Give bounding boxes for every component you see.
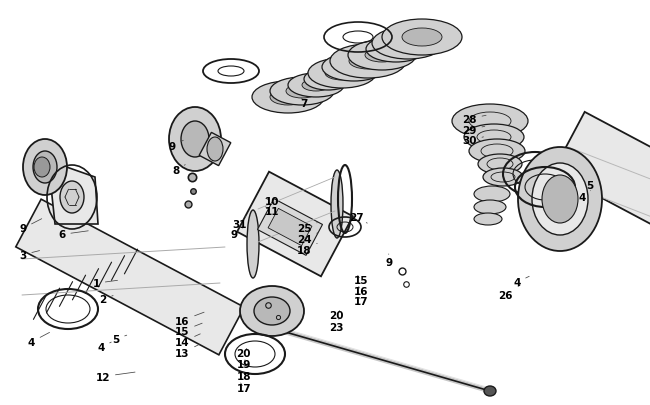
Text: 29: 29 <box>462 126 485 135</box>
Ellipse shape <box>302 80 330 92</box>
Text: 8: 8 <box>172 165 185 176</box>
Ellipse shape <box>254 297 290 325</box>
Text: 31: 31 <box>232 217 246 230</box>
Ellipse shape <box>483 168 523 187</box>
Ellipse shape <box>322 54 386 82</box>
Text: 4: 4 <box>513 277 529 288</box>
Text: 1: 1 <box>92 279 118 288</box>
Ellipse shape <box>330 45 406 79</box>
Ellipse shape <box>247 211 259 278</box>
Ellipse shape <box>474 200 506 215</box>
Ellipse shape <box>474 213 502 226</box>
Ellipse shape <box>331 171 343 239</box>
Text: 10: 10 <box>265 197 279 207</box>
Text: 4: 4 <box>578 191 591 202</box>
Text: 14: 14 <box>175 334 200 347</box>
Text: 18: 18 <box>297 244 317 255</box>
Text: 20: 20 <box>237 348 251 358</box>
Ellipse shape <box>270 90 306 106</box>
Text: 15: 15 <box>175 324 202 336</box>
Text: 19: 19 <box>237 360 251 369</box>
Text: 17: 17 <box>354 297 368 307</box>
Ellipse shape <box>288 74 344 98</box>
Ellipse shape <box>60 181 84 213</box>
Ellipse shape <box>181 122 209 158</box>
Text: 6: 6 <box>58 230 88 240</box>
Ellipse shape <box>348 41 416 71</box>
Bar <box>237 172 353 277</box>
Text: 9: 9 <box>231 228 244 240</box>
Text: 13: 13 <box>175 345 199 358</box>
Ellipse shape <box>452 105 528 139</box>
Bar <box>552 113 650 322</box>
Bar <box>268 209 312 246</box>
Ellipse shape <box>304 69 352 91</box>
Ellipse shape <box>478 155 522 175</box>
Ellipse shape <box>382 20 462 56</box>
Text: 9: 9 <box>385 254 392 267</box>
Ellipse shape <box>34 158 50 177</box>
Ellipse shape <box>365 49 399 63</box>
Ellipse shape <box>390 36 426 52</box>
Text: 7: 7 <box>300 98 308 108</box>
Text: 16: 16 <box>175 312 204 326</box>
Text: 5: 5 <box>112 335 127 344</box>
Text: 11: 11 <box>265 207 279 216</box>
Bar <box>257 199 322 256</box>
Ellipse shape <box>474 187 510 202</box>
Text: 25: 25 <box>297 223 317 234</box>
Polygon shape <box>50 164 98 224</box>
Text: 15: 15 <box>354 275 368 285</box>
Text: 12: 12 <box>96 372 135 382</box>
Ellipse shape <box>325 67 359 81</box>
Text: 17: 17 <box>237 383 251 393</box>
Text: 9: 9 <box>20 219 42 234</box>
Ellipse shape <box>542 175 578 224</box>
Ellipse shape <box>286 85 318 99</box>
Text: 2: 2 <box>99 295 113 305</box>
Text: 23: 23 <box>330 318 344 332</box>
Ellipse shape <box>464 125 524 151</box>
Ellipse shape <box>169 108 221 172</box>
Ellipse shape <box>366 37 426 63</box>
Ellipse shape <box>518 148 602 252</box>
Ellipse shape <box>240 286 304 336</box>
Ellipse shape <box>33 151 57 183</box>
Bar <box>199 133 231 166</box>
Ellipse shape <box>316 75 340 85</box>
Text: 5: 5 <box>586 180 599 190</box>
Ellipse shape <box>402 29 442 47</box>
Text: 3: 3 <box>19 250 40 260</box>
Ellipse shape <box>23 140 67 196</box>
Text: 27: 27 <box>349 213 367 224</box>
Ellipse shape <box>270 78 334 106</box>
Text: 4: 4 <box>97 342 111 352</box>
Ellipse shape <box>372 28 444 60</box>
Ellipse shape <box>532 164 588 235</box>
Ellipse shape <box>252 82 324 114</box>
Ellipse shape <box>484 386 496 396</box>
Ellipse shape <box>381 44 411 56</box>
Text: 24: 24 <box>297 233 318 245</box>
Ellipse shape <box>308 59 376 89</box>
Ellipse shape <box>338 61 370 75</box>
Text: 9: 9 <box>169 141 183 151</box>
Ellipse shape <box>349 54 387 70</box>
Text: 4: 4 <box>27 333 49 347</box>
Text: 18: 18 <box>237 371 251 381</box>
Text: 28: 28 <box>462 115 486 124</box>
Text: 16: 16 <box>354 286 368 296</box>
Ellipse shape <box>469 140 525 164</box>
Text: 26: 26 <box>499 286 520 300</box>
Text: 20: 20 <box>330 310 344 320</box>
Text: 30: 30 <box>462 136 484 146</box>
Bar <box>16 200 244 355</box>
Ellipse shape <box>207 138 223 162</box>
